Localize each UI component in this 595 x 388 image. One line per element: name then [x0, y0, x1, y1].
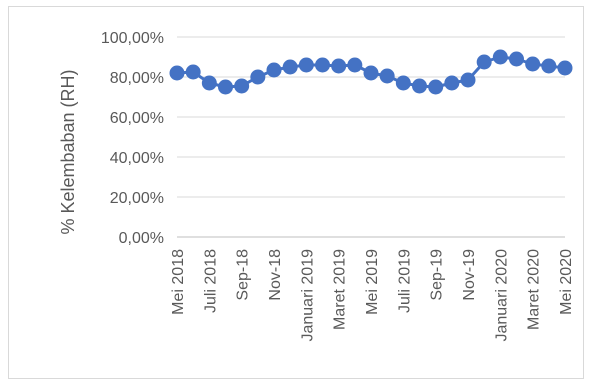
data-point [282, 59, 298, 75]
data-point [444, 75, 460, 91]
data-point [218, 79, 233, 95]
x-tick-label: Mei 2019 [364, 249, 381, 315]
data-point [460, 72, 476, 88]
y-tick-label: 40,00% [110, 150, 164, 167]
data-point [250, 69, 266, 85]
data-point [315, 57, 330, 73]
data-point [509, 51, 524, 67]
x-tick-label: Mei 2020 [558, 249, 575, 315]
data-point [266, 62, 282, 78]
data-point [476, 54, 492, 70]
x-tick-label: Maret 2019 [332, 249, 349, 330]
data-point [379, 68, 395, 84]
data-point [412, 78, 427, 94]
x-tick-label: Sep-19 [429, 249, 446, 301]
x-axis-ticks: Mei 2018 Juli 2018 Sep-18 Nov-18 Januari 201… [170, 249, 575, 342]
x-tick-label: Nov-18 [267, 249, 284, 301]
data-point [525, 56, 541, 72]
data-point [347, 57, 363, 73]
x-tick-label: Juli 2019 [396, 249, 413, 313]
data-point [169, 65, 185, 81]
data-point [395, 75, 411, 91]
data-point [234, 78, 250, 94]
x-tick-label: Januari 2020 [493, 249, 510, 342]
data-point [201, 75, 217, 91]
y-tick-label: 20,00% [110, 190, 164, 207]
y-tick-label: 80,00% [110, 70, 164, 87]
x-tick-label: Maret 2020 [526, 249, 543, 330]
y-tick-label: 60,00% [110, 110, 164, 127]
y-tick-label: 100,00% [101, 30, 164, 47]
data-point [331, 58, 347, 74]
data-point [492, 49, 508, 65]
data-point [185, 64, 201, 80]
data-point [541, 58, 557, 74]
x-tick-label: Mei 2018 [170, 249, 187, 315]
data-point [428, 79, 444, 95]
y-axis-ticks: 0,00% 20,00% 40,00% 60,00% 80,00% 100,00% [101, 30, 164, 247]
data-point [298, 57, 314, 73]
series-layer [169, 49, 573, 95]
x-tick-label: Januari 2019 [299, 249, 316, 342]
x-tick-label: Nov-19 [461, 249, 478, 301]
x-tick-label: Sep-18 [235, 249, 252, 301]
data-point [557, 60, 573, 76]
y-tick-label: 0,00% [119, 230, 164, 247]
x-tick-label: Juli 2018 [202, 249, 219, 313]
y-axis-label: % Kelembaban (RH) [58, 69, 78, 234]
data-point [363, 65, 379, 81]
